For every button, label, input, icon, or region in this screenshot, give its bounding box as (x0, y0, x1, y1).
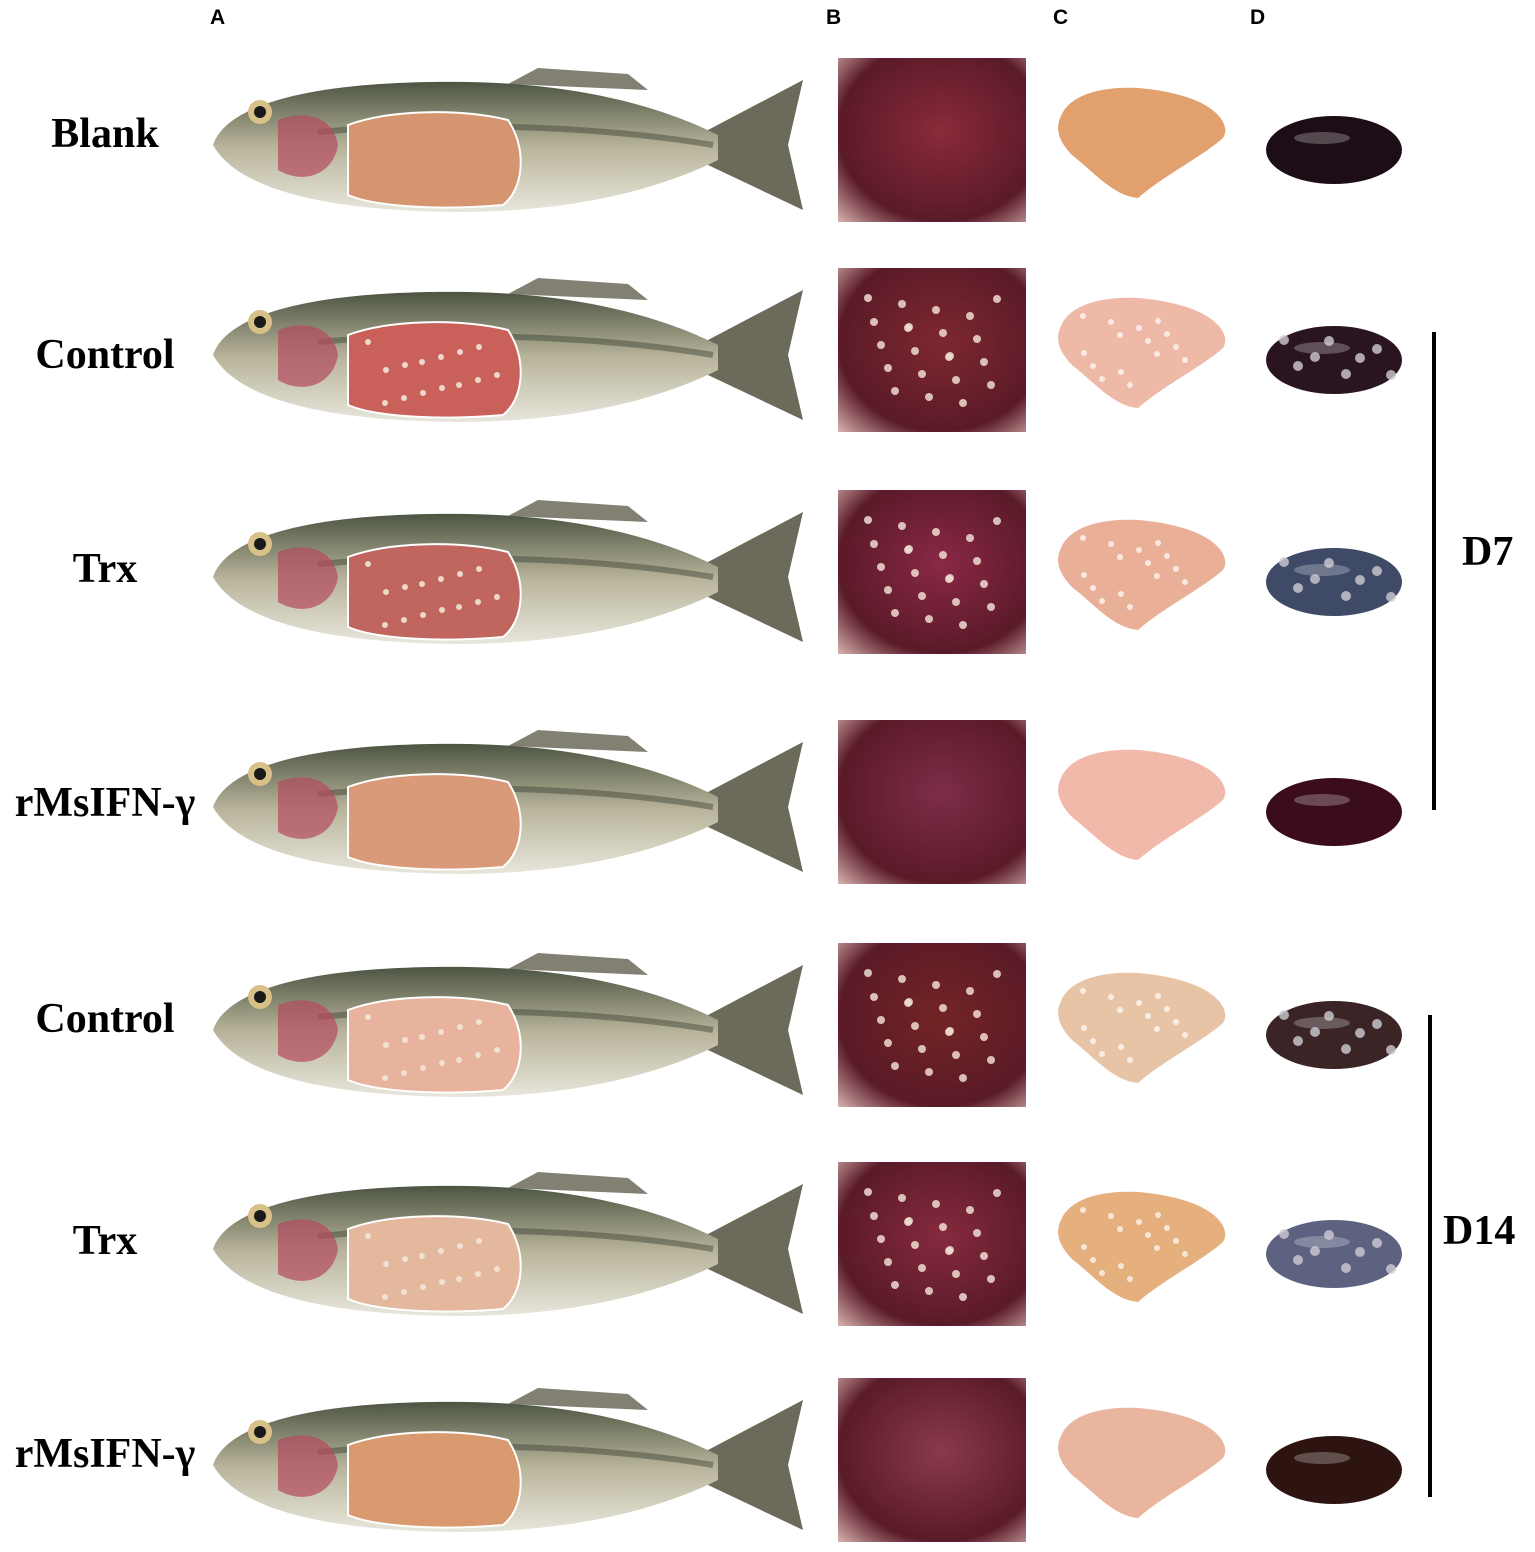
d7-bracket-line (1432, 332, 1436, 810)
fish-photo (213, 68, 803, 212)
spleen-photo (1266, 116, 1402, 184)
panel-letter-d: D (1250, 6, 1266, 29)
spleen-photo (1266, 778, 1402, 846)
liver-photo (1058, 87, 1226, 198)
row-label: rMsIFN-γ (14, 1431, 196, 1477)
spleen-photo (1266, 1220, 1402, 1288)
row-label: Control (35, 332, 175, 378)
abdominal-cavity-photo (838, 943, 1026, 1107)
abdominal-cavity-photo (838, 490, 1026, 654)
fish-photo (213, 1388, 803, 1532)
liver-photo (1058, 972, 1226, 1083)
liver-photo (1058, 1191, 1226, 1302)
fish-photo (213, 1172, 803, 1316)
abdominal-cavity-photo (838, 268, 1026, 432)
liver-photo (1058, 749, 1226, 860)
row-label: Trx (72, 546, 138, 592)
fish-photo (213, 730, 803, 874)
abdominal-cavity-photo (838, 58, 1026, 222)
row-label: Trx (72, 1218, 138, 1264)
panel-letter-a: A (210, 6, 226, 29)
spleen-photo (1266, 326, 1402, 394)
spleen-photo (1266, 548, 1402, 616)
fish-photo (213, 953, 803, 1097)
fish-photo (213, 500, 803, 644)
fish-photo (213, 278, 803, 422)
panel-letter-b: B (826, 6, 842, 29)
row-label: Control (35, 996, 175, 1042)
panel-letter-c: C (1053, 6, 1069, 29)
liver-photo (1058, 297, 1226, 408)
spleen-photo (1266, 1436, 1402, 1504)
row-label: rMsIFN-γ (14, 780, 196, 826)
row-label: Blank (51, 111, 159, 157)
liver-photo (1058, 1407, 1226, 1518)
spleen-photo (1266, 1001, 1402, 1069)
abdominal-cavity-photo (838, 1162, 1026, 1326)
abdominal-cavity-photo (838, 720, 1026, 884)
abdominal-cavity-photo (838, 1378, 1026, 1542)
d14-bracket-line (1428, 1015, 1432, 1497)
d7-bracket-label: D7 (1462, 529, 1514, 575)
d14-bracket-label: D14 (1443, 1208, 1516, 1254)
liver-photo (1058, 519, 1226, 630)
